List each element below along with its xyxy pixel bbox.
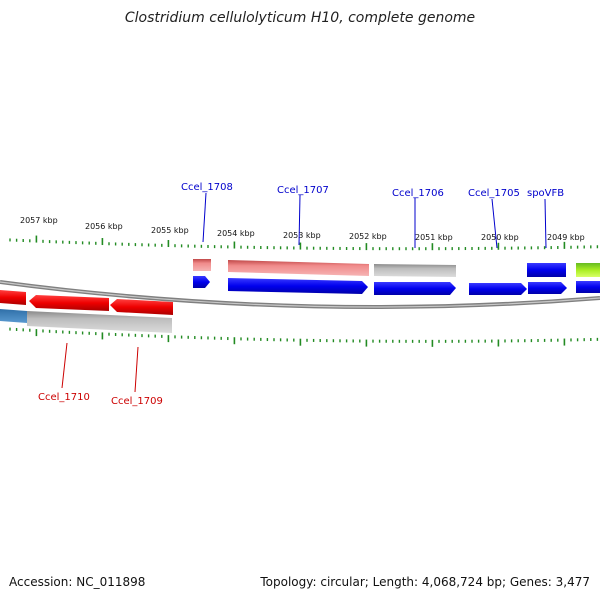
gene-arrow-left-edge[interactable] <box>0 290 26 305</box>
leader-ccel-1710 <box>61 342 68 389</box>
gene-label-ccel-1710[interactable]: Ccel_1710 <box>38 392 90 403</box>
feature-box-lower-gray <box>27 311 172 333</box>
ruler-ticks-bottom <box>9 327 599 347</box>
feature-box-1708-light <box>193 259 211 271</box>
gene-arrow-ccel-1705[interactable] <box>469 283 527 295</box>
feature-box-green <box>576 263 600 277</box>
ruler-labels: 2057 kbp 2056 kbp 2055 kbp 2054 kbp 2053… <box>20 216 585 242</box>
feature-box-1707-light <box>228 260 369 276</box>
leader-ccel-1709 <box>134 346 139 393</box>
labels-bottom: Ccel_1710 Ccel_1709 <box>38 342 163 407</box>
ruler-label-2054: 2054 kbp <box>217 229 255 238</box>
gene-label-spovfb[interactable]: spoVFB <box>527 188 564 199</box>
accession-text: Accession: NC_011898 <box>9 575 146 589</box>
ruler-label-2056: 2056 kbp <box>85 222 123 231</box>
ruler-label-2050: 2050 kbp <box>481 233 519 242</box>
leader-ccel-1705 <box>491 198 498 249</box>
feature-box-spovfb <box>527 263 566 277</box>
ruler-label-2052: 2052 kbp <box>349 232 387 241</box>
leader-ccel-1708 <box>202 192 207 243</box>
gene-arrow-ccel-1708[interactable] <box>193 276 210 288</box>
leader-spovfb <box>544 198 547 249</box>
gene-label-ccel-1709[interactable]: Ccel_1709 <box>111 396 163 407</box>
gene-arrow-spovfb[interactable] <box>528 282 567 294</box>
gene-arrow-ccel-1709[interactable] <box>110 299 173 315</box>
gene-arrow-ccel-1707[interactable] <box>228 278 368 294</box>
ruler-label-2055: 2055 kbp <box>151 226 189 235</box>
labels-top: Ccel_1708 Ccel_1707 Ccel_1706 Ccel_1705 … <box>181 182 564 249</box>
genome-backbone-highlight <box>0 281 600 308</box>
ruler-ticks-top <box>9 235 599 251</box>
ruler-label-2057: 2057 kbp <box>20 216 58 225</box>
gene-arrow-right-edge[interactable] <box>576 281 600 293</box>
gene-label-ccel-1708[interactable]: Ccel_1708 <box>181 182 233 193</box>
gene-label-ccel-1705[interactable]: Ccel_1705 <box>468 188 520 199</box>
gene-arrow-ccel-1710[interactable] <box>29 295 109 311</box>
ruler-label-2049: 2049 kbp <box>547 233 585 242</box>
gene-label-ccel-1707[interactable]: Ccel_1707 <box>277 185 329 196</box>
map-title: Clostridium cellulolyticum H10, complete… <box>124 10 476 26</box>
feature-box-steel <box>0 309 27 323</box>
topology-text: Topology: circular; Length: 4,068,724 bp… <box>260 575 590 589</box>
ruler-label-2053: 2053 kbp <box>283 231 321 240</box>
leader-ccel-1707 <box>298 194 301 246</box>
gene-arrow-ccel-1706[interactable] <box>374 282 456 295</box>
ruler-label-2051: 2051 kbp <box>415 233 453 242</box>
feature-box-1706-gray <box>374 264 456 277</box>
gene-label-ccel-1706[interactable]: Ccel_1706 <box>392 188 444 199</box>
